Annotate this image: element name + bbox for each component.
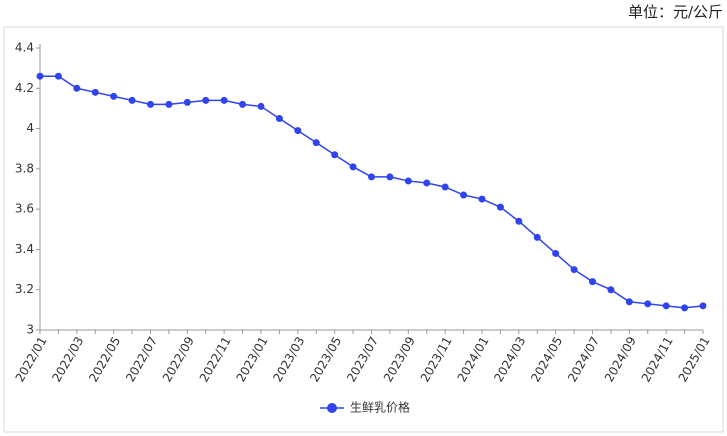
data-point	[331, 151, 339, 159]
legend-label: 生鲜乳价格	[350, 400, 410, 415]
data-point	[699, 302, 707, 310]
data-point	[386, 173, 394, 181]
data-point	[644, 300, 652, 308]
y-tick-label: 4	[26, 121, 34, 135]
data-point	[36, 72, 44, 80]
x-tick-label: 2024/11	[639, 334, 676, 384]
chart-frame	[3, 26, 724, 433]
data-point	[275, 115, 283, 122]
data-point	[533, 233, 541, 241]
x-tick-label: 2022/07	[123, 334, 160, 384]
y-tick-label: 3.2	[15, 282, 34, 296]
x-tick-label: 2022/09	[160, 334, 197, 384]
x-tick-label: 2022/11	[197, 334, 234, 384]
x-tick-label: 2024/09	[602, 334, 639, 384]
x-tick-label: 2023/05	[307, 334, 344, 384]
y-tick-label: 4.4	[15, 41, 34, 55]
data-point	[91, 88, 99, 96]
data-point	[441, 183, 449, 191]
data-point	[147, 100, 154, 108]
x-tick-label: 2023/11	[418, 334, 455, 384]
data-point	[589, 278, 596, 286]
data-point	[552, 249, 560, 257]
x-tick-label: 2023/07	[344, 334, 381, 384]
x-tick-label: 2025/01	[676, 334, 713, 384]
data-point	[423, 179, 431, 187]
series-line	[40, 75, 704, 309]
y-tick-label: 3.6	[15, 202, 34, 216]
y-tick-label: 3.8	[15, 161, 34, 175]
data-point	[257, 102, 265, 110]
data-point	[460, 191, 468, 199]
data-point	[54, 72, 62, 80]
data-point	[515, 217, 523, 225]
x-tick-label: 2024/05	[528, 334, 565, 384]
data-point	[220, 96, 228, 104]
x-tick-label: 2024/07	[565, 334, 602, 384]
data-point	[239, 100, 247, 108]
data-point	[478, 195, 486, 203]
data-point	[110, 92, 118, 100]
data-point	[404, 177, 412, 185]
x-tick-label: 2022/01	[13, 334, 50, 384]
data-point	[183, 98, 191, 106]
data-point	[349, 163, 357, 171]
data-point	[662, 302, 670, 310]
data-point	[368, 173, 375, 181]
data-point	[312, 139, 320, 147]
data-point	[570, 266, 578, 274]
data-point	[294, 127, 302, 135]
y-tick-label: 3	[26, 323, 34, 337]
data-point	[128, 96, 136, 104]
y-tick-label: 4.2	[15, 81, 34, 95]
x-tick-label: 2023/01	[234, 334, 271, 384]
x-tick-label: 2023/03	[270, 334, 307, 384]
x-tick-label: 2022/05	[86, 334, 123, 384]
data-point	[607, 286, 615, 294]
x-tick-label: 2023/09	[381, 334, 418, 384]
x-tick-label: 2024/01	[455, 334, 492, 384]
data-point	[165, 100, 173, 108]
unit-label: 单位：元/公斤	[628, 3, 723, 21]
data-point	[202, 96, 210, 104]
data-point	[681, 304, 689, 312]
x-tick-label: 2024/03	[491, 334, 528, 384]
legend-marker	[327, 403, 337, 413]
data-point	[496, 203, 504, 211]
y-tick-label: 3.4	[15, 242, 34, 256]
data-point	[625, 298, 633, 306]
x-tick-label: 2022/03	[49, 334, 86, 384]
data-point	[73, 84, 81, 92]
